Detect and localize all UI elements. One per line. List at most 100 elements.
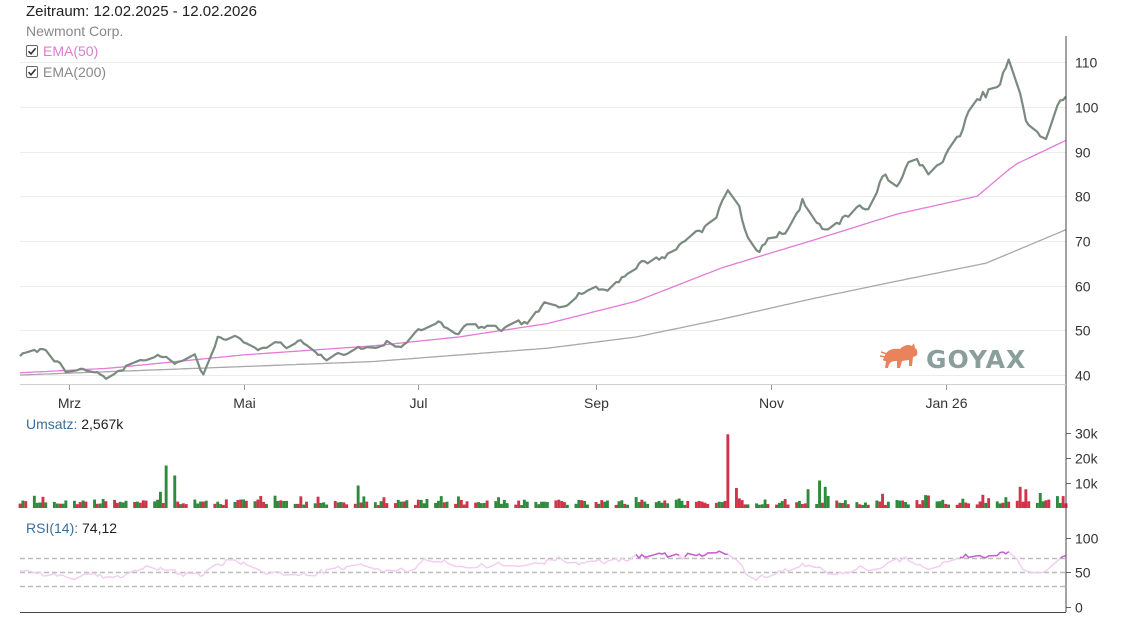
volume-bar: [73, 500, 76, 508]
volume-bar: [606, 500, 609, 508]
volume-bar: [520, 505, 523, 508]
x-tick-label: Sep: [584, 395, 609, 411]
volume-bar: [276, 501, 280, 508]
volume-bar: [800, 504, 804, 508]
legend-toggle-ema200[interactable]: EMA(200): [26, 64, 106, 80]
volume-bar: [55, 503, 59, 508]
volume-bar: [52, 501, 56, 508]
volume-bar: [984, 502, 988, 508]
volume-bar: [399, 501, 403, 508]
rsi-label: RSI(14): 74,12: [26, 520, 117, 536]
volume-bar: [396, 499, 400, 508]
volume-bar: [244, 500, 248, 508]
volume-bar: [858, 504, 862, 508]
volume-label-name: Umsatz:: [26, 416, 78, 432]
volume-bar: [153, 501, 157, 508]
volume-bar: [640, 499, 644, 508]
volume-bar: [256, 499, 260, 508]
volume-bar: [213, 503, 217, 508]
volume-bar: [184, 504, 188, 508]
volume-bar: [279, 500, 283, 508]
volume-bar: [222, 504, 225, 508]
volume-bar: [299, 496, 303, 508]
volume-bar: [540, 501, 543, 508]
volume-bar: [262, 501, 265, 508]
volume-bar: [41, 496, 45, 508]
volume-y-axis: 10k 20k 30k: [1066, 426, 1099, 492]
volume-bar: [459, 499, 463, 508]
legend-label-ema50: EMA(50): [43, 43, 99, 59]
volume-bar: [219, 504, 223, 508]
volume-bar: [646, 503, 650, 508]
volume-bar: [1007, 501, 1011, 508]
volume-bar: [457, 496, 460, 508]
volume-bar: [193, 499, 197, 508]
volume-bar: [442, 502, 446, 508]
volume-bar: [703, 502, 707, 508]
volume-tick-label: 30k: [1075, 426, 1099, 442]
volume-bar: [494, 501, 498, 508]
volume-bar: [500, 503, 503, 508]
x-tick-label: Jul: [410, 395, 428, 411]
volume-bar: [259, 496, 263, 508]
volume-bar: [674, 499, 678, 508]
volume-bar: [316, 496, 320, 508]
volume-bar: [597, 503, 601, 508]
legend-toggle-ema50[interactable]: EMA(50): [26, 43, 98, 59]
check-icon: [27, 47, 37, 56]
rsi-tick-label: 50: [1075, 565, 1091, 581]
volume-bar: [938, 501, 942, 508]
x-tick-label: Mai: [233, 395, 256, 411]
volume-bar: [362, 496, 366, 508]
checkbox-ema50[interactable]: [26, 45, 38, 57]
volume-bar: [242, 499, 245, 508]
check-icon: [27, 68, 37, 77]
checkbox-ema200[interactable]: [26, 66, 38, 78]
volume-bar: [333, 501, 337, 508]
price-tick-label: 50: [1075, 323, 1091, 339]
volume-bar: [780, 501, 784, 508]
volume-bar: [700, 501, 704, 508]
rsi-label-name: RSI(14):: [26, 520, 79, 536]
rsi-tick-label: 0: [1075, 600, 1083, 616]
volume-bar: [345, 504, 349, 508]
volume-bar: [654, 502, 658, 508]
volume-bar: [786, 504, 790, 508]
volume-bar: [617, 501, 621, 508]
volume-bar: [1024, 489, 1028, 509]
volume-bar: [677, 498, 681, 508]
volume-bar: [365, 501, 369, 508]
x-tick-label: Jan 26: [925, 395, 967, 411]
volume-bar: [737, 498, 741, 508]
volume-bar: [81, 500, 85, 508]
volume-bar: [517, 500, 521, 508]
time-x-axis: Mrz Mai Jul Sep Nov Jan 26: [58, 384, 968, 411]
volume-bar: [783, 499, 787, 508]
volume-bar: [359, 502, 363, 508]
volume-bar: [302, 504, 306, 508]
volume-bar: [904, 502, 907, 508]
volume-bar: [265, 503, 268, 508]
volume-bar: [726, 434, 730, 509]
volume-bar: [199, 501, 202, 508]
legend-label-ema200: EMA(200): [43, 64, 107, 80]
volume-bar: [75, 504, 79, 508]
volume-bar: [1015, 500, 1019, 508]
volume-bar: [313, 503, 317, 508]
volume-bar: [574, 503, 578, 508]
volume-bar: [356, 485, 360, 508]
rsi-line: [19, 550, 1067, 582]
volume-bar: [445, 501, 449, 508]
volume-bar: [293, 503, 297, 508]
volume-bar: [717, 501, 721, 508]
volume-bar: [843, 500, 847, 508]
volume-bar: [686, 501, 690, 508]
volume-bar: [803, 503, 807, 508]
volume-bar: [846, 504, 850, 508]
x-tick-label: Nov: [759, 395, 784, 411]
volume-bar: [236, 500, 240, 508]
price-tick-label: 80: [1075, 189, 1091, 205]
volume-bar: [855, 502, 859, 508]
volume-bar: [482, 503, 486, 508]
